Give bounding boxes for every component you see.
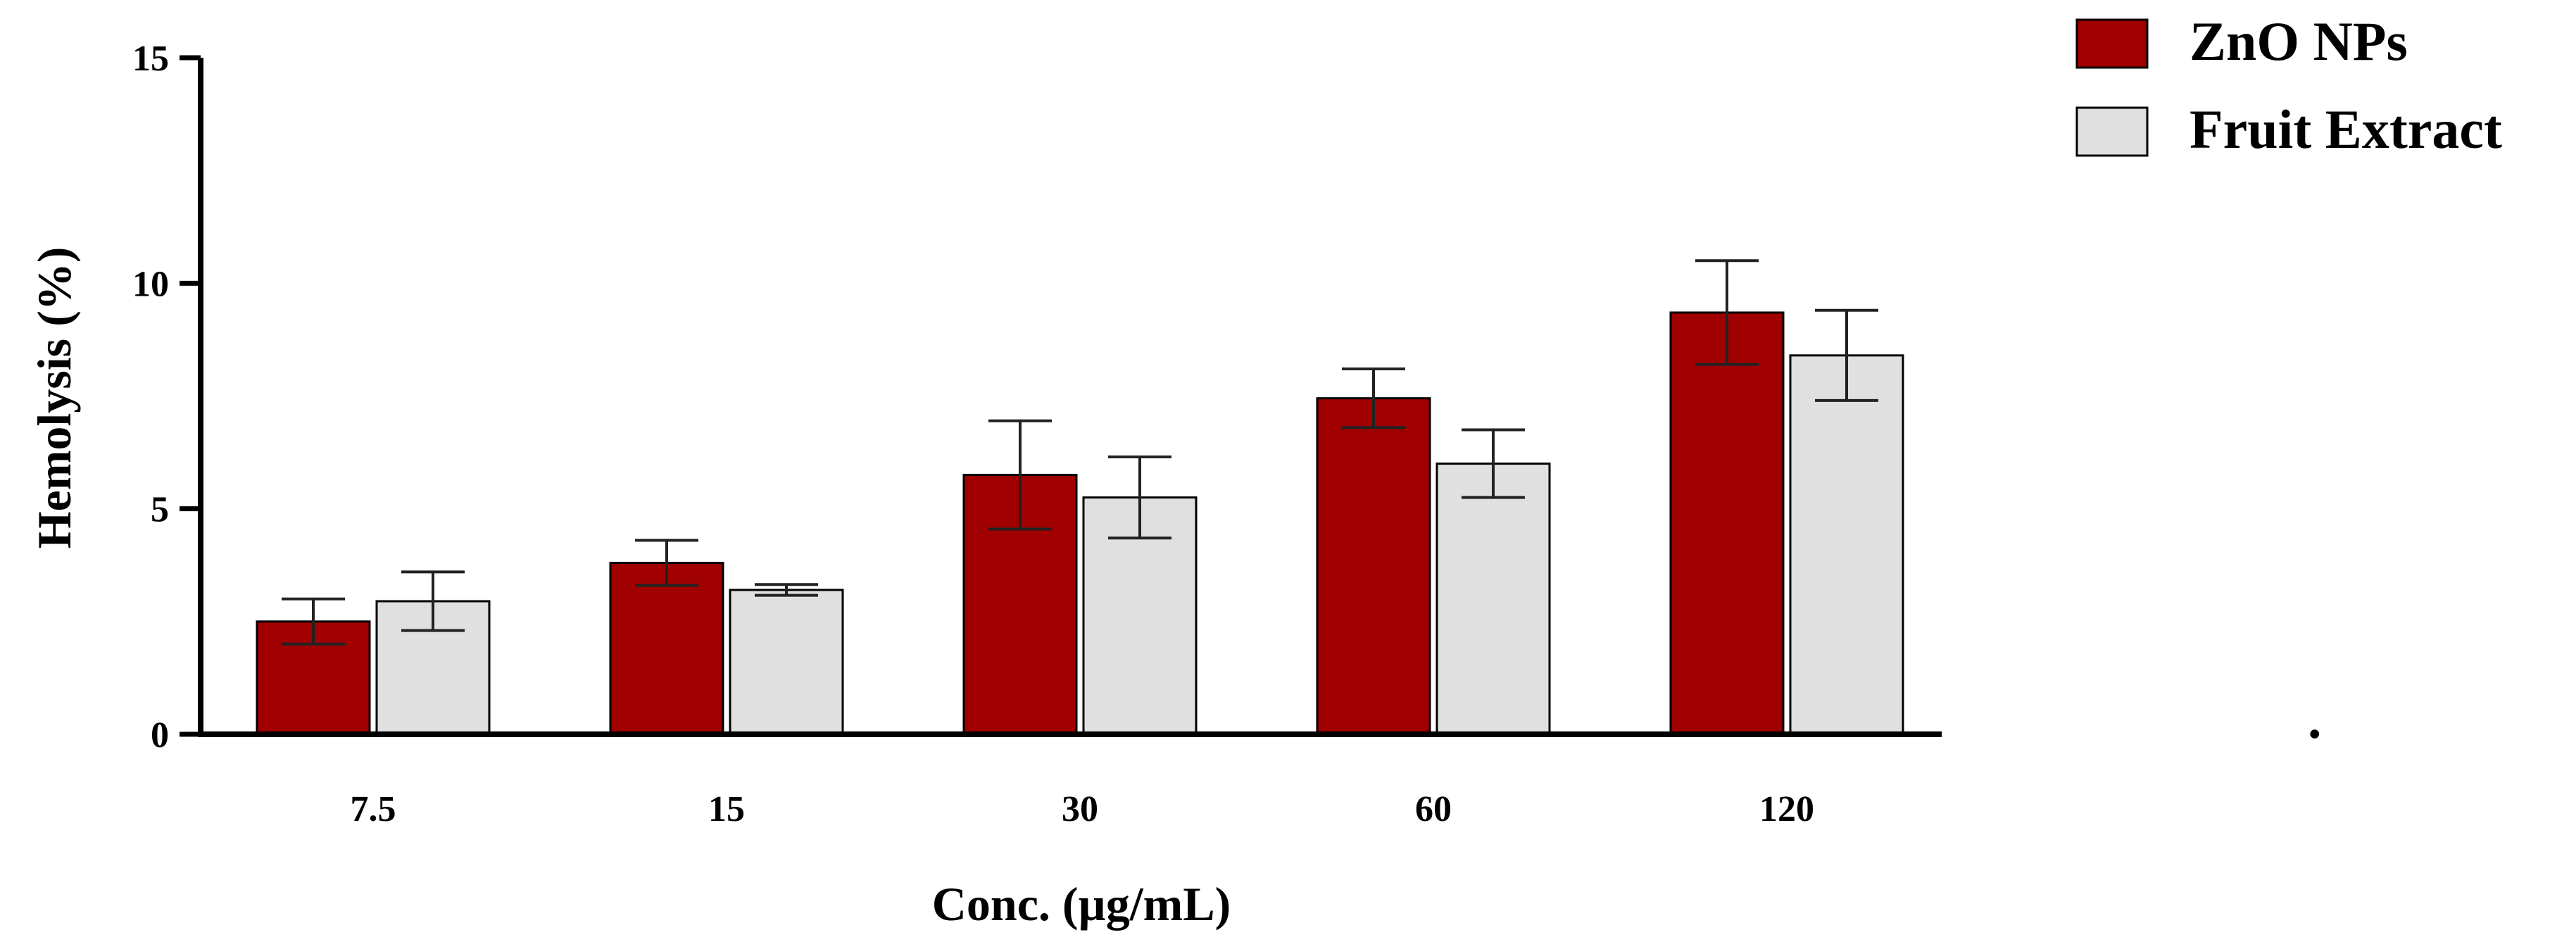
- bar-zno-nps-120: [1669, 311, 1785, 736]
- x-tick-label: 7.5: [351, 789, 396, 829]
- legend-swatch-zno-nps: [2075, 18, 2149, 69]
- x-tick-label: 120: [1759, 789, 1814, 829]
- y-tick-label: 0: [151, 715, 169, 755]
- error-bars-layer: [282, 259, 1878, 646]
- axes-layer: [198, 58, 1942, 737]
- x-axis-title: Conc. (µg/mL): [932, 877, 1231, 931]
- y-tick-label: 10: [132, 264, 169, 304]
- x-ticks-layer: 7.5 15 30 60 120: [351, 789, 1815, 829]
- bars-layer: [256, 311, 1904, 736]
- bar-fruit-extract-15: [729, 589, 844, 736]
- stray-dot-annotation: .: [2308, 689, 2322, 750]
- y-tick-label: 5: [151, 490, 169, 530]
- y-ticks-layer: 0 5 10 15: [132, 39, 201, 755]
- y-tick-label: 15: [132, 39, 169, 79]
- bar-zno-nps-60: [1316, 397, 1431, 736]
- bar-zno-nps-15: [609, 562, 724, 736]
- x-tick-label: 60: [1415, 789, 1452, 829]
- bar-fruit-extract-120: [1789, 354, 1904, 736]
- x-tick-label: 30: [1062, 789, 1098, 829]
- legend: ZnO NPs Fruit Extract: [2075, 11, 2502, 160]
- y-axis-title: Hemolysis (%): [27, 247, 81, 549]
- legend-label-fruit-extract: Fruit Extract: [2189, 99, 2502, 160]
- bar-fruit-extract-60: [1435, 463, 1551, 736]
- x-tick-label: 15: [708, 789, 745, 829]
- legend-swatch-fruit-extract: [2075, 106, 2149, 157]
- legend-label-zno-nps: ZnO NPs: [2189, 11, 2408, 72]
